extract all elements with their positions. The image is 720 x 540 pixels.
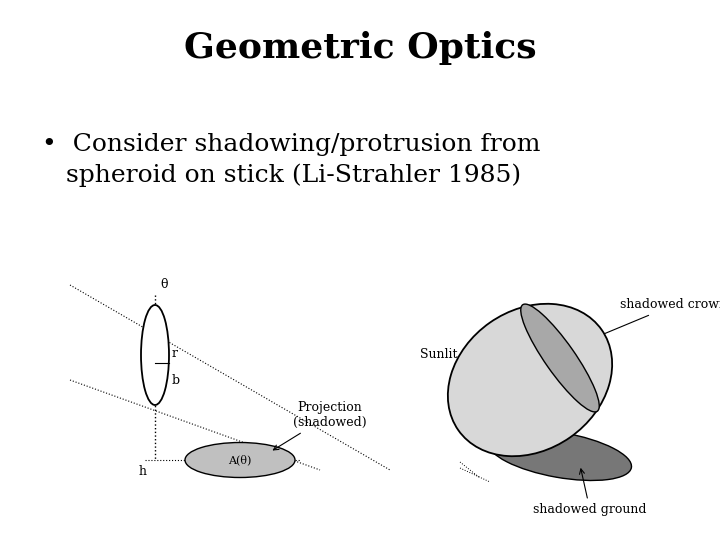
Ellipse shape: [141, 305, 169, 405]
Text: r: r: [172, 347, 178, 360]
Text: b: b: [172, 374, 180, 387]
Ellipse shape: [185, 442, 295, 477]
Text: A(θ): A(θ): [228, 455, 252, 465]
Text: Sunlit crown: Sunlit crown: [420, 348, 500, 396]
Text: Geometric Optics: Geometric Optics: [184, 31, 536, 65]
Text: Projection
(shadowed): Projection (shadowed): [274, 401, 366, 450]
Text: shadowed crown: shadowed crown: [574, 299, 720, 347]
Text: θ: θ: [160, 278, 168, 291]
Ellipse shape: [448, 304, 612, 456]
Text: shadowed ground: shadowed ground: [534, 469, 647, 516]
Ellipse shape: [488, 429, 631, 481]
Ellipse shape: [521, 304, 599, 412]
Text: spheroid on stick (Li-Strahler 1985): spheroid on stick (Li-Strahler 1985): [42, 163, 521, 187]
Text: •  Consider shadowing/protrusion from: • Consider shadowing/protrusion from: [42, 133, 541, 157]
Text: h: h: [139, 465, 147, 478]
